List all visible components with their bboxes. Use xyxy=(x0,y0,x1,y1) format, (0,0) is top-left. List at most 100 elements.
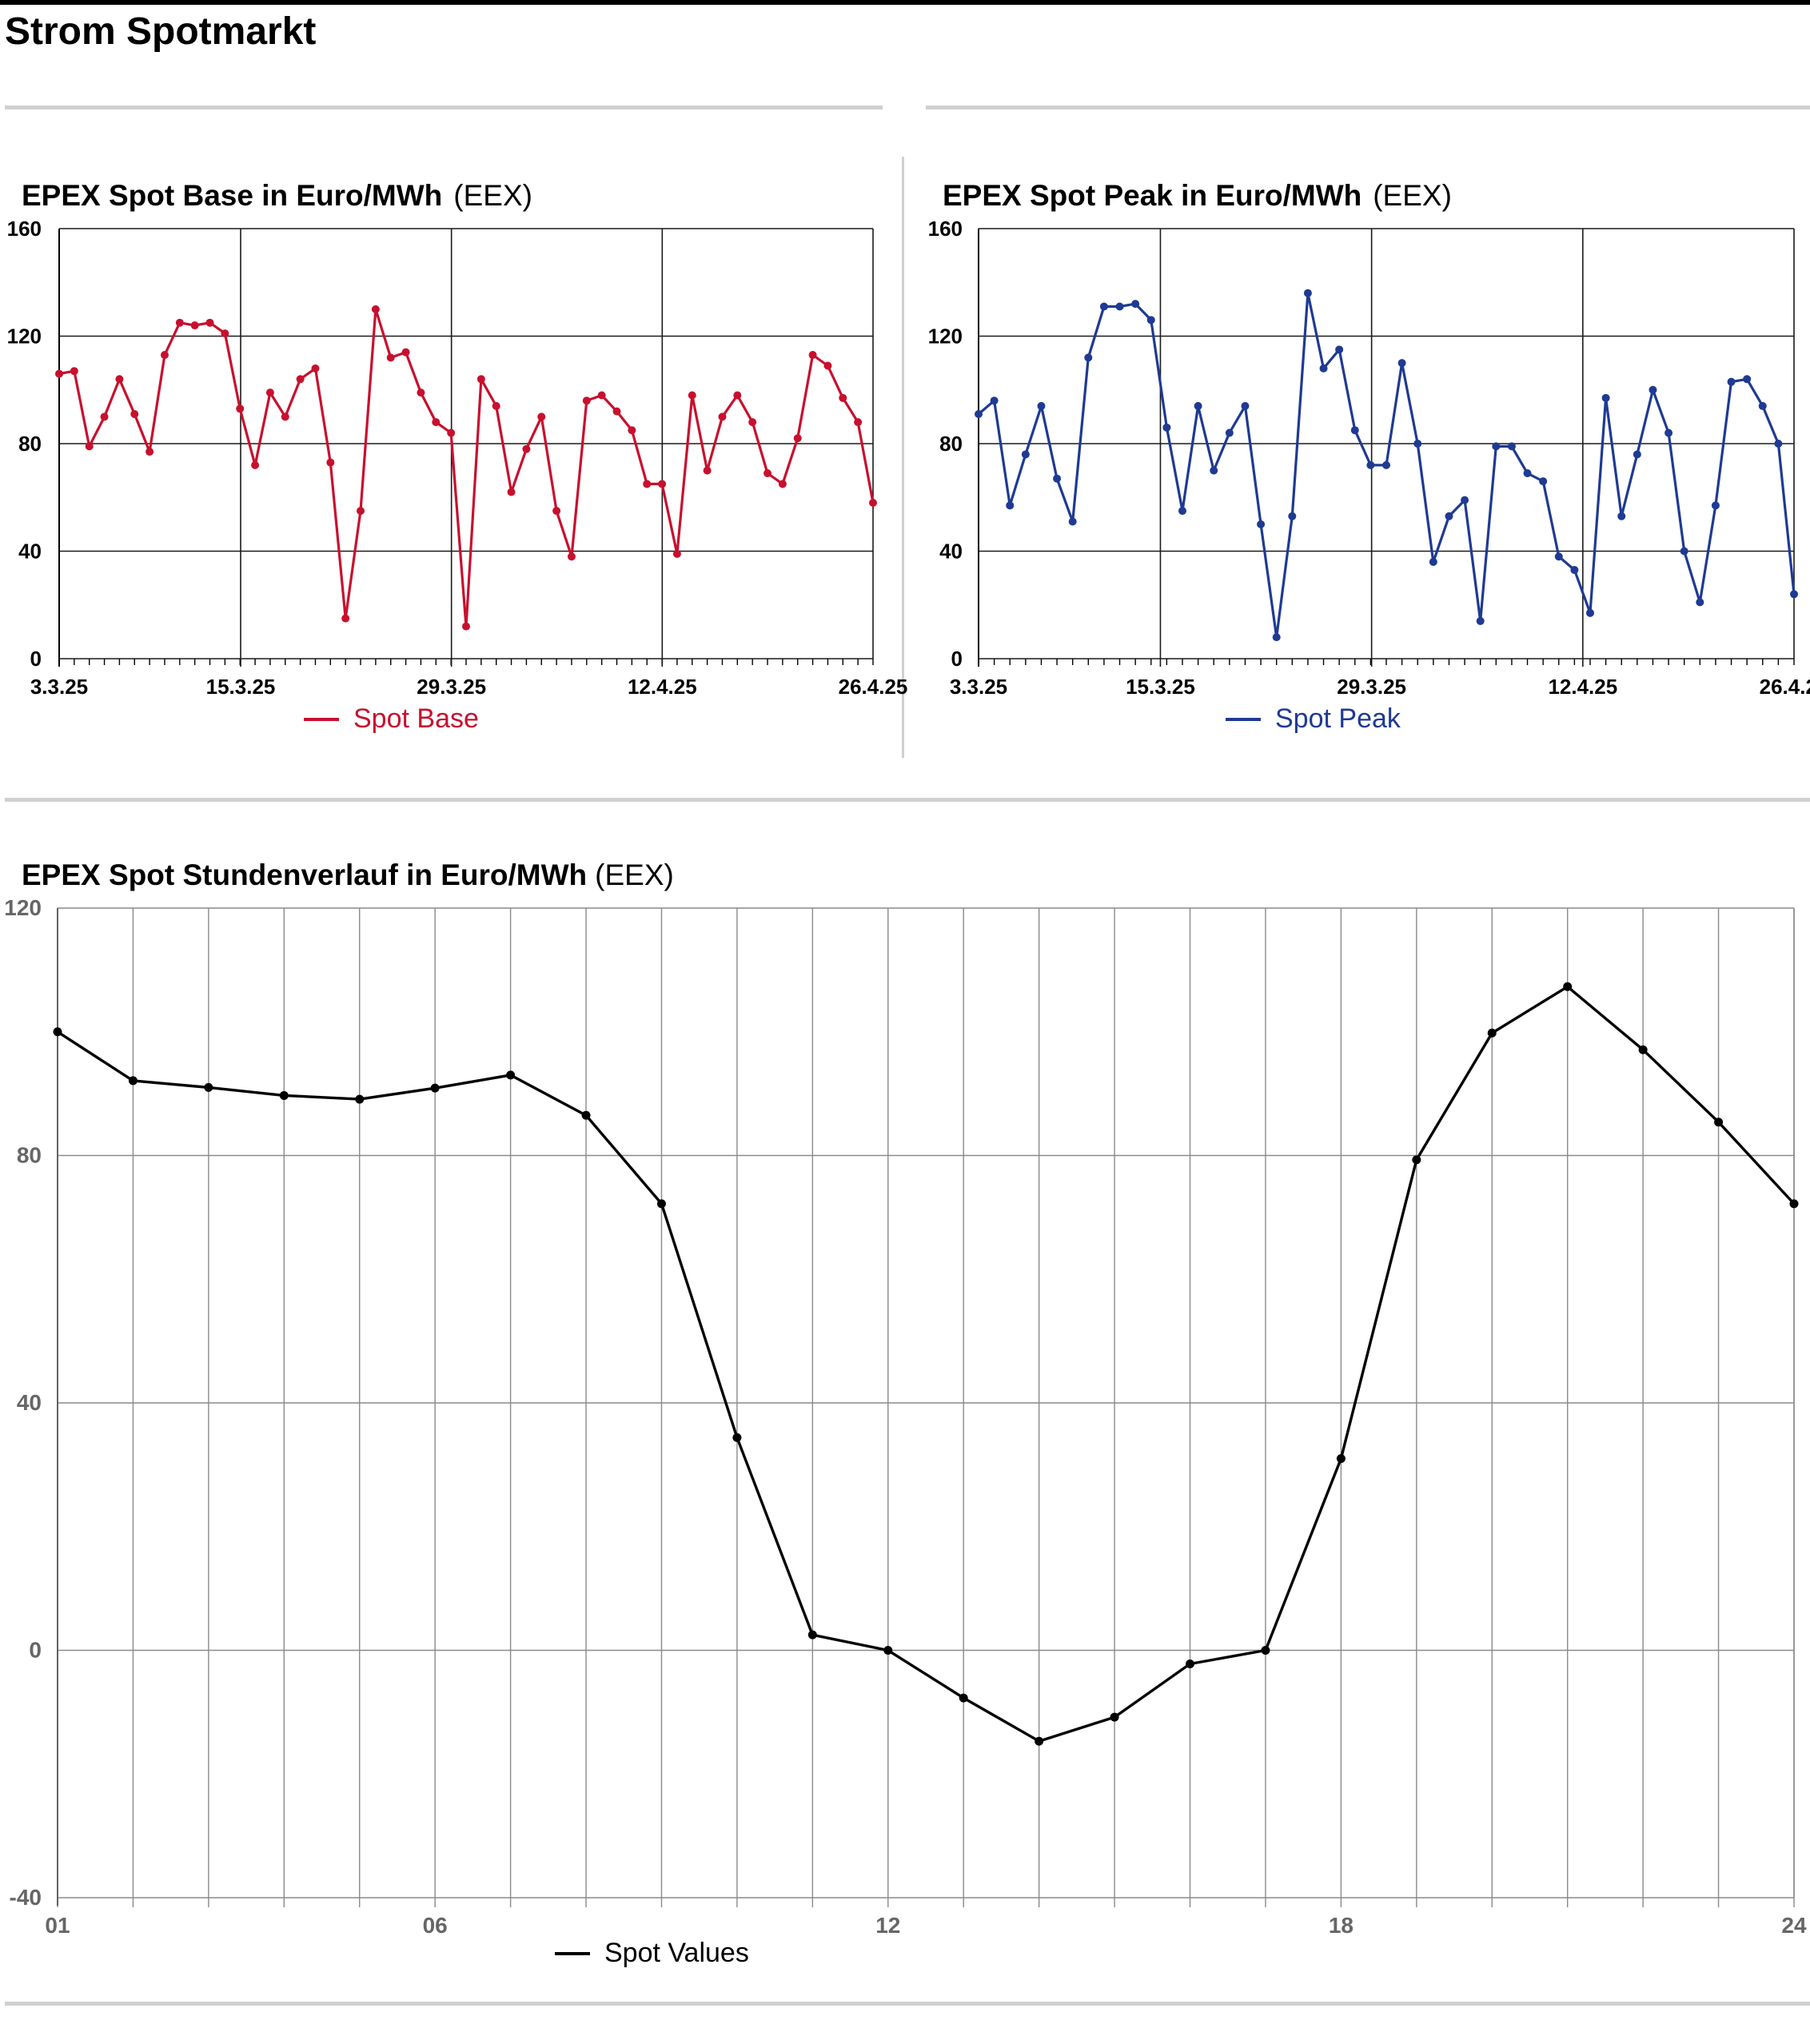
peak-data-point xyxy=(1711,501,1720,510)
peak-legend-swatch xyxy=(1226,717,1261,721)
peak-data-point xyxy=(1649,385,1657,394)
base-data-point xyxy=(537,412,546,421)
peak-data-point xyxy=(1178,507,1186,516)
hourly-y-tick-label: 80 xyxy=(17,1143,42,1168)
top-rule xyxy=(0,0,1810,5)
base-source-text: (EEX) xyxy=(453,179,532,212)
peak-data-point xyxy=(1210,466,1218,475)
hourly-y-tick-label: 0 xyxy=(29,1638,42,1663)
hourly-x-tick-label: 18 xyxy=(1329,1913,1354,1938)
peak-legend: Spot Peak xyxy=(1226,703,1401,735)
hourly-data-point xyxy=(1035,1736,1044,1746)
base-plot: 0 40 80 120 160 3.3.25 15.3.25 29.3.25 12.4.25 26… xyxy=(7,217,908,699)
base-data-point xyxy=(567,552,576,561)
hourly-data-point xyxy=(204,1082,213,1092)
base-data-point xyxy=(401,348,410,357)
peak-y-tick-label: 80 xyxy=(939,432,963,456)
base-legend-swatch xyxy=(304,717,339,721)
peak-data-point xyxy=(1335,345,1344,354)
peak-data-point xyxy=(1350,426,1359,435)
base-data-point xyxy=(265,388,274,397)
peak-x-tick-label: 29.3.25 xyxy=(1337,675,1406,699)
base-data-point xyxy=(492,401,500,410)
base-data-point xyxy=(160,351,169,360)
base-data-point xyxy=(612,407,621,416)
peak-data-point xyxy=(1037,401,1046,410)
base-x-tick-label: 29.3.25 xyxy=(417,675,486,699)
divider-vertical xyxy=(902,157,904,758)
hourly-y-tick-label: 40 xyxy=(17,1390,42,1415)
peak-data-point xyxy=(1664,428,1673,437)
peak-data-point xyxy=(1774,440,1783,448)
peak-data-point xyxy=(1068,517,1077,526)
peak-data-point xyxy=(1366,460,1375,469)
hourly-chart-title: EPEX Spot Stundenverlauf in Euro/MWh (EEX… xyxy=(22,859,674,892)
base-data-point xyxy=(643,480,652,488)
base-data-point xyxy=(417,388,425,397)
peak-title-text: EPEX Spot Peak in Euro/MWh xyxy=(943,179,1362,212)
hourly-data-point xyxy=(1412,1155,1421,1165)
peak-data-point xyxy=(1554,552,1563,561)
page-title: Strom Spotmarkt xyxy=(5,10,317,53)
base-data-point xyxy=(808,351,817,360)
hourly-data-point xyxy=(959,1693,968,1703)
base-series-line xyxy=(58,308,875,628)
peak-data-point xyxy=(1507,442,1516,451)
hourly-x-tick-label: 24 xyxy=(1781,1913,1807,1938)
peak-data-point xyxy=(1758,401,1767,410)
hourly-data-point xyxy=(883,1646,893,1655)
base-data-point xyxy=(597,391,606,400)
hourly-data-point xyxy=(128,1076,138,1086)
peak-data-point xyxy=(1288,512,1297,520)
peak-data-point xyxy=(1601,393,1610,402)
base-data-point xyxy=(311,364,320,373)
peak-x-tick-label: 15.3.25 xyxy=(1126,675,1195,699)
peak-data-point xyxy=(1476,616,1485,625)
hourly-data-point xyxy=(1638,1045,1648,1054)
base-data-point xyxy=(326,458,335,467)
peak-data-point xyxy=(1617,512,1626,520)
base-data-point xyxy=(281,412,289,421)
peak-x-tick-label: 12.4.25 xyxy=(1548,675,1617,699)
hourly-data-point xyxy=(355,1094,365,1104)
base-data-point xyxy=(718,412,727,421)
peak-data-point xyxy=(1680,547,1688,556)
base-y-tick-label: 80 xyxy=(18,432,42,456)
base-data-point xyxy=(146,448,154,456)
base-data-point xyxy=(748,418,757,427)
peak-legend-label: Spot Peak xyxy=(1275,703,1401,734)
peak-data-point xyxy=(1492,442,1501,451)
peak-data-point xyxy=(1461,496,1469,504)
peak-data-point xyxy=(1539,477,1548,486)
peak-data-point xyxy=(1225,428,1234,437)
hourly-data-point xyxy=(430,1083,440,1093)
peak-data-point xyxy=(1397,359,1406,368)
peak-data-point xyxy=(990,396,999,405)
base-y-tick-label: 40 xyxy=(18,540,42,564)
base-data-point xyxy=(205,318,214,327)
peak-data-point xyxy=(1523,468,1532,477)
hourly-y-tick-label: 120 xyxy=(4,895,42,920)
hourly-data-point xyxy=(1336,1454,1346,1464)
peak-x-tick-label: 3.3.25 xyxy=(950,675,1007,699)
base-data-point xyxy=(658,480,667,488)
peak-data-point xyxy=(1006,501,1015,510)
base-data-point xyxy=(552,507,561,516)
base-legend-label: Spot Base xyxy=(353,703,479,734)
base-data-point xyxy=(357,507,365,516)
hourly-data-point xyxy=(279,1090,289,1100)
base-data-point xyxy=(251,460,260,469)
base-data-point xyxy=(447,428,456,437)
base-data-point xyxy=(778,480,787,488)
base-data-point xyxy=(175,318,184,327)
base-data-point xyxy=(190,321,199,330)
peak-data-point xyxy=(1115,302,1124,311)
peak-data-point xyxy=(1727,377,1736,386)
divider-bottom xyxy=(5,2002,1810,2006)
hourly-data-point xyxy=(506,1070,516,1080)
peak-source-text: (EEX) xyxy=(1373,179,1452,212)
peak-data-point xyxy=(1319,364,1328,373)
base-data-point xyxy=(507,488,516,496)
hourly-series-line xyxy=(57,985,1796,1743)
base-data-point xyxy=(839,393,847,402)
